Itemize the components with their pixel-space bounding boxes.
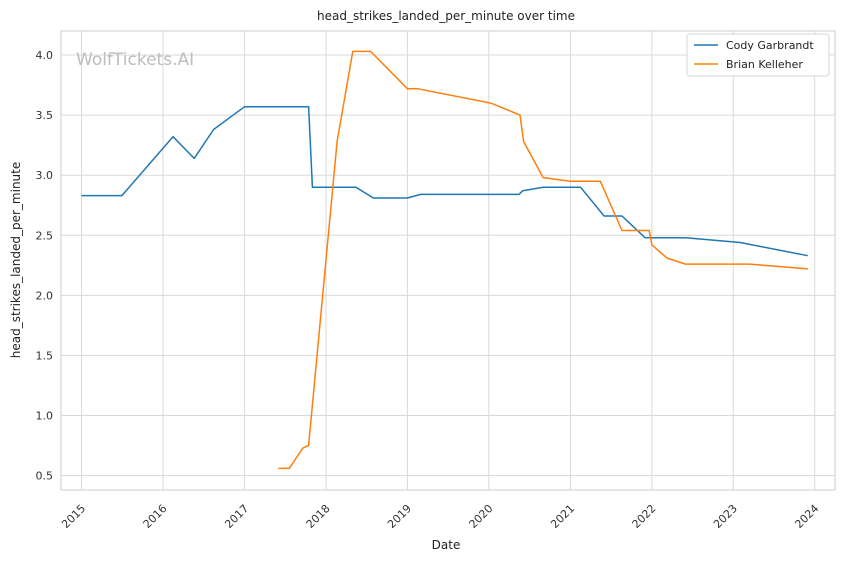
y-tick-label: 2.5 xyxy=(36,229,54,242)
legend-label-cody-garbrandt: Cody Garbrandt xyxy=(726,39,814,52)
watermark: WolfTickets.AI xyxy=(76,50,194,70)
legend-frame xyxy=(686,33,830,77)
y-tick-label: 1.0 xyxy=(36,410,54,423)
series-line-cody-garbrandt xyxy=(81,105,808,257)
y-tick-label: 0.5 xyxy=(36,470,54,483)
series-lines xyxy=(81,50,808,470)
x-tick-label: 2019 xyxy=(385,502,414,531)
chart-title: head_strikes_landed_per_minute over time xyxy=(317,9,575,23)
x-tick-label: 2017 xyxy=(222,502,251,531)
x-tick-label: 2021 xyxy=(548,502,577,531)
plot-area xyxy=(60,30,836,491)
y-tick-label: 1.5 xyxy=(36,349,54,362)
x-tick-label: 2018 xyxy=(304,502,333,531)
legend-label-brian-kelleher: Brian Kelleher xyxy=(726,58,803,71)
x-tick-label: 2016 xyxy=(141,502,170,531)
x-tick-label: 2015 xyxy=(59,502,88,531)
y-tick-label: 4.0 xyxy=(36,49,54,62)
legend: Cody Garbrandt Brian Kelleher xyxy=(686,33,830,77)
x-tick-label: 2020 xyxy=(467,502,496,531)
y-tick-label: 3.0 xyxy=(36,169,54,182)
y-tick-label: 2.0 xyxy=(36,289,54,302)
y-tick-label: 3.5 xyxy=(36,109,54,122)
x-tick-label: 2023 xyxy=(711,502,740,531)
series-line-brian-kelleher xyxy=(278,50,808,470)
x-tick-label: 2024 xyxy=(792,502,821,531)
y-axis-label: head_strikes_landed_per_minute xyxy=(9,162,23,359)
x-tick-label: 2022 xyxy=(630,502,659,531)
x-axis-label: Date xyxy=(432,538,461,552)
